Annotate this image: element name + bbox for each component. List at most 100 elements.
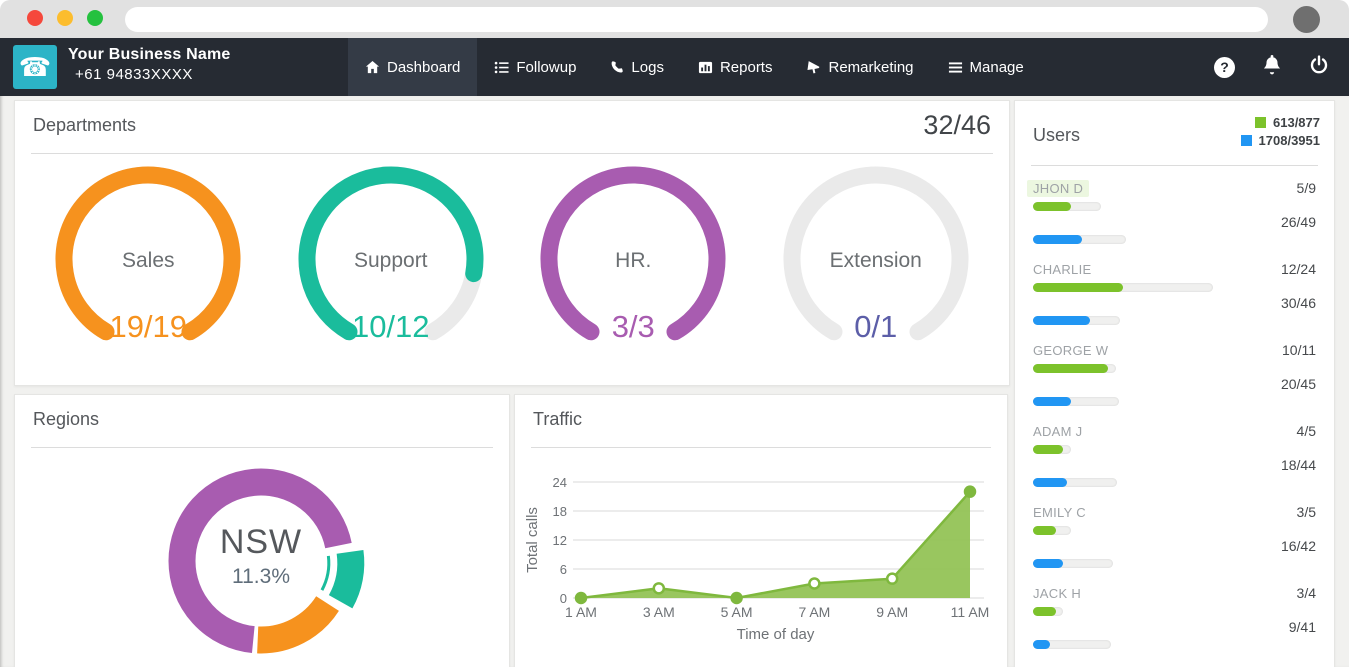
user-green-value: 3/4 (1296, 585, 1316, 601)
svg-text:18: 18 (553, 504, 567, 519)
green-progress-bar (1033, 526, 1071, 535)
divider (31, 153, 993, 154)
nav-item-label: Remarketing (828, 58, 914, 76)
users-panel: Users 613/877 1708/3951 JHON D 5/9 26/49 (1014, 100, 1335, 667)
nav-item-label: Logs (631, 58, 664, 76)
blue-progress-bar (1033, 559, 1113, 568)
browser-profile-avatar[interactable] (1293, 6, 1320, 33)
phone-icon (610, 60, 624, 74)
user-blue-value: 18/44 (1280, 456, 1316, 473)
user-row-charlie[interactable]: CHARLIE 12/24 30/46 (1033, 260, 1316, 341)
help-icon[interactable]: ? (1214, 56, 1235, 78)
legend-green-value: 613/877 (1273, 115, 1320, 130)
regions-donut-chart[interactable] (15, 451, 510, 667)
minimize-window-button[interactable] (57, 10, 73, 26)
gauge-label: HR. (615, 249, 652, 272)
divider (531, 447, 991, 448)
business-phone: +61 94833XXXX (75, 66, 193, 83)
user-row-jhon-d[interactable]: JHON D 5/9 26/49 (1027, 179, 1316, 260)
user-name: JACK H (1033, 585, 1082, 601)
user-name: JHON D (1027, 179, 1090, 197)
svg-text:11 AM: 11 AM (951, 604, 990, 620)
user-row-emily-c[interactable]: EMILY C 3/5 16/42 (1033, 503, 1316, 584)
gauge-value: 19/19 (109, 309, 188, 344)
donut-region-value: 11.3% (232, 565, 290, 588)
nav-item-logs[interactable]: Logs (593, 38, 681, 96)
svg-text:1 AM: 1 AM (565, 604, 597, 620)
gauge-label: Sales (121, 249, 175, 272)
blue-progress-bar (1033, 478, 1117, 487)
user-blue-value: 26/49 (1280, 213, 1316, 230)
brand-block: Your Business Name +61 94833XXXX (68, 46, 230, 83)
svg-text:Total calls: Total calls (524, 507, 541, 573)
navbar-right-icons: ? (1214, 38, 1329, 96)
gauge-value: 0/1 (854, 309, 898, 344)
nav-item-dashboard[interactable]: Dashboard (348, 38, 478, 96)
blue-progress-bar (1033, 397, 1119, 406)
nav-item-label: Reports (719, 58, 773, 76)
url-bar[interactable] (125, 7, 1268, 32)
gauge-sales[interactable]: Sales 19/19 (27, 161, 270, 385)
gauge-value: 10/12 (351, 309, 430, 344)
nav-item-reports[interactable]: Reports (681, 38, 790, 96)
user-name: CHARLIE (1033, 261, 1092, 277)
svg-text:7 AM: 7 AM (798, 604, 830, 620)
users-list: JHON D 5/9 26/49 CHARLIE 12/24 30/46 GEORG… (1027, 179, 1316, 665)
nav-item-remarketing[interactable]: Remarketing (789, 38, 930, 96)
svg-text:12: 12 (553, 533, 567, 548)
user-green-value: 10/11 (1282, 342, 1316, 358)
user-row-george-w[interactable]: GEORGE W 10/11 20/45 (1033, 341, 1316, 422)
business-name: Your Business Name (68, 46, 231, 63)
main-menu: Dashboard Followup Logs Reports Remarket… (348, 38, 1041, 96)
user-row-adam-j[interactable]: ADAM J 4/5 18/44 (1033, 422, 1316, 503)
svg-text:3 AM: 3 AM (643, 604, 675, 620)
green-swatch-icon (1255, 117, 1266, 128)
nav-item-label: Dashboard (387, 58, 461, 76)
gauge-value: 3/3 (611, 309, 655, 344)
traffic-panel: Traffic 0 6 12 18 24 1 AM 3 AM 5 AM 7 AM 9 AM 11 A… (514, 394, 1008, 667)
maximize-window-button[interactable] (87, 10, 103, 26)
phone-logo-icon: ☎ (13, 45, 57, 89)
users-legend: 613/877 1708/3951 (1240, 115, 1320, 151)
svg-text:9 AM: 9 AM (876, 604, 908, 620)
gauge-extension[interactable]: Extension 0/1 (755, 161, 998, 385)
blue-progress-bar (1033, 235, 1126, 244)
gauge-support[interactable]: Support 10/12 (270, 161, 513, 385)
gauge-hr[interactable]: HR. 3/3 (512, 161, 755, 385)
home-icon (365, 60, 380, 75)
list-icon (494, 60, 509, 75)
nav-item-followup[interactable]: Followup (477, 38, 593, 96)
svg-text:24: 24 (553, 475, 567, 490)
legend-blue: 1708/3951 (1240, 133, 1320, 148)
user-name: ADAM J (1033, 423, 1083, 439)
regions-panel: Regions NSW 11.3% (14, 394, 510, 667)
nav-item-manage[interactable]: Manage (931, 38, 1041, 96)
user-row-jack-h[interactable]: JACK H 3/4 9/41 (1033, 584, 1316, 665)
user-green-value: 3/5 (1296, 504, 1316, 520)
gauge-label: Extension (829, 249, 922, 272)
top-navbar: ☎ Your Business Name +61 94833XXXX Dashb… (0, 38, 1349, 96)
svg-text:Time of day: Time of day (737, 626, 815, 643)
divider (31, 447, 493, 448)
user-blue-value: 16/42 (1280, 537, 1316, 554)
user-name: EMILY C (1033, 504, 1086, 520)
users-title: Users (1033, 125, 1081, 145)
close-window-button[interactable] (27, 10, 43, 26)
nav-item-label: Manage (969, 58, 1024, 76)
svg-text:6: 6 (560, 562, 567, 577)
gauge-label: Support (353, 249, 428, 272)
divider (1031, 165, 1318, 166)
svg-text:0: 0 (560, 591, 567, 606)
blue-progress-bar (1033, 316, 1120, 325)
green-progress-bar (1033, 364, 1116, 373)
power-icon[interactable] (1309, 54, 1329, 81)
notifications-bell-icon[interactable] (1262, 54, 1282, 81)
gauge-row: Sales 19/19 Support 10/12 HR. 3/3 Extens… (27, 161, 997, 385)
traffic-area-chart[interactable]: 0 6 12 18 24 1 AM 3 AM 5 AM 7 AM 9 AM 11 AM Time of… (523, 453, 993, 653)
donut-region-name: NSW (219, 523, 303, 561)
megaphone-icon (806, 60, 821, 75)
user-blue-value: 30/46 (1280, 294, 1316, 311)
user-green-value: 12/24 (1280, 261, 1316, 277)
traffic-title: Traffic (533, 409, 583, 429)
departments-panel: Departments 32/46 Sales 19/19 Support 10… (14, 100, 1010, 386)
